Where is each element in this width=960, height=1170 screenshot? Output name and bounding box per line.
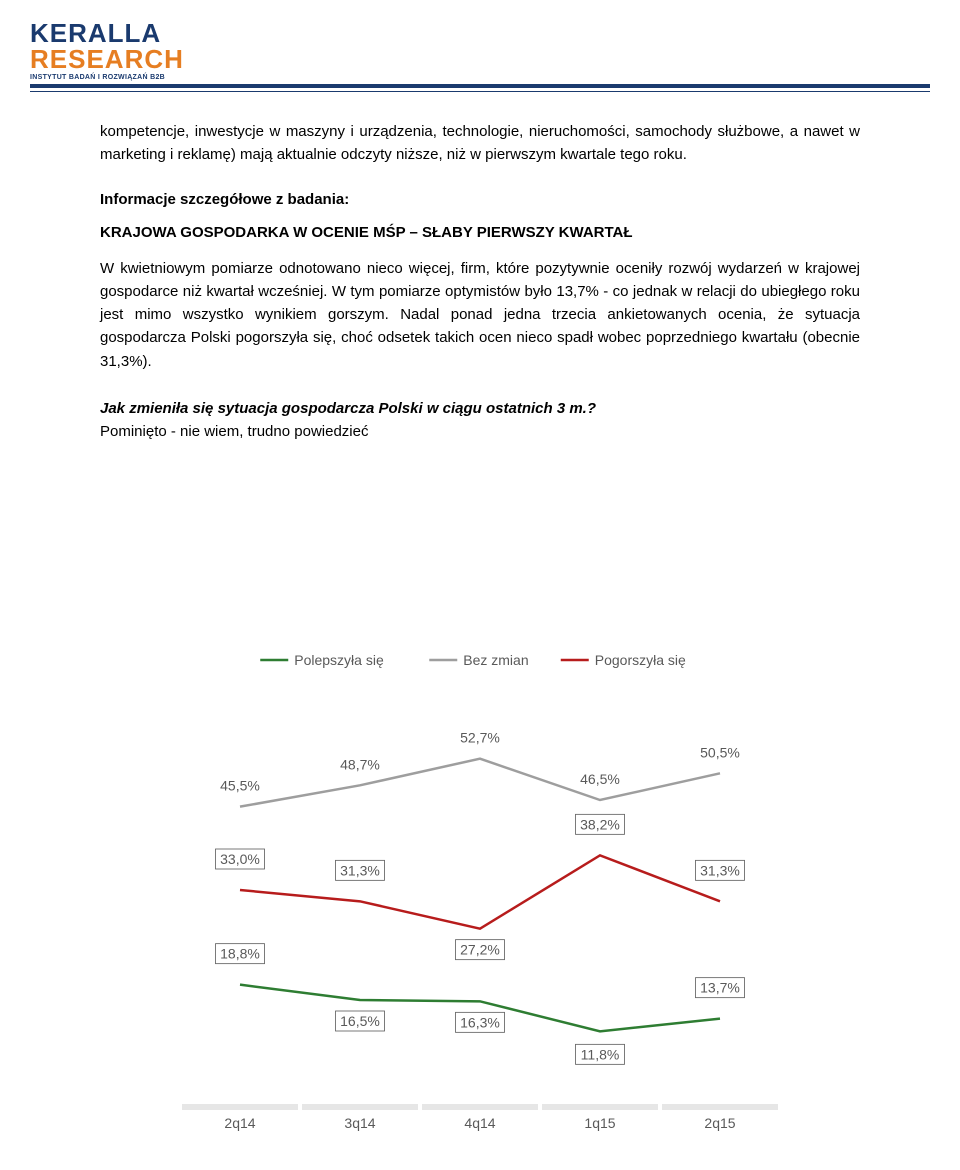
svg-text:31,3%: 31,3% <box>340 862 380 878</box>
document-body: kompetencje, inwestycje w maszyny i urzą… <box>100 120 860 443</box>
svg-text:16,5%: 16,5% <box>340 1013 380 1029</box>
chart-question: Jak zmieniła się sytuacja gospodarcza Po… <box>100 397 860 444</box>
svg-text:Bez zmian: Bez zmian <box>463 652 528 668</box>
svg-text:38,2%: 38,2% <box>580 816 620 832</box>
svg-text:2q14: 2q14 <box>224 1115 255 1131</box>
svg-text:4q14: 4q14 <box>464 1115 495 1131</box>
brand-logo: KERALLA RESEARCH INSTYTUT BADAŃ I ROZWIĄ… <box>30 20 184 81</box>
header-rule-thick <box>30 84 930 88</box>
svg-text:2q15: 2q15 <box>704 1115 735 1131</box>
svg-text:1q15: 1q15 <box>584 1115 615 1131</box>
svg-text:16,3%: 16,3% <box>460 1014 500 1030</box>
svg-text:13,7%: 13,7% <box>700 980 740 996</box>
logo-subtitle: INSTYTUT BADAŃ I ROZWIĄZAŃ B2B <box>30 74 184 81</box>
chart-svg: Polepszyła się Bez zmian Pogorszyła się 2q1… <box>140 640 820 1140</box>
svg-text:48,7%: 48,7% <box>340 756 380 772</box>
section-heading: KRAJOWA GOSPODARKA W OCENIE MŚP – SŁABY … <box>100 224 860 241</box>
svg-text:27,2%: 27,2% <box>460 942 500 958</box>
header-rule-thin <box>30 91 930 92</box>
svg-text:33,0%: 33,0% <box>220 851 260 867</box>
question-note: Pominięto - nie wiem, trudno powiedzieć <box>100 423 368 440</box>
section-label: Informacje szczegółowe z badania: <box>100 191 860 208</box>
svg-text:46,5%: 46,5% <box>580 771 620 787</box>
paragraph-intro: kompetencje, inwestycje w maszyny i urzą… <box>100 120 860 167</box>
svg-text:50,5%: 50,5% <box>700 744 740 760</box>
svg-text:11,8%: 11,8% <box>581 1046 620 1062</box>
logo-line1: KERALLA <box>30 20 184 46</box>
svg-text:31,3%: 31,3% <box>700 862 740 878</box>
logo-line2: RESEARCH <box>30 46 184 72</box>
question-bold: Jak zmieniła się sytuacja gospodarcza Po… <box>100 400 596 417</box>
svg-text:Pogorszyła się: Pogorszyła się <box>595 652 686 668</box>
svg-text:3q14: 3q14 <box>344 1115 375 1131</box>
svg-text:45,5%: 45,5% <box>220 778 260 794</box>
paragraph-main: W kwietniowym pomiarze odnotowano nieco … <box>100 257 860 373</box>
svg-text:18,8%: 18,8% <box>220 946 260 962</box>
svg-text:52,7%: 52,7% <box>460 730 500 746</box>
svg-text:Polepszyła się: Polepszyła się <box>294 652 384 668</box>
line-chart: Polepszyła się Bez zmian Pogorszyła się 2q1… <box>140 640 820 1140</box>
